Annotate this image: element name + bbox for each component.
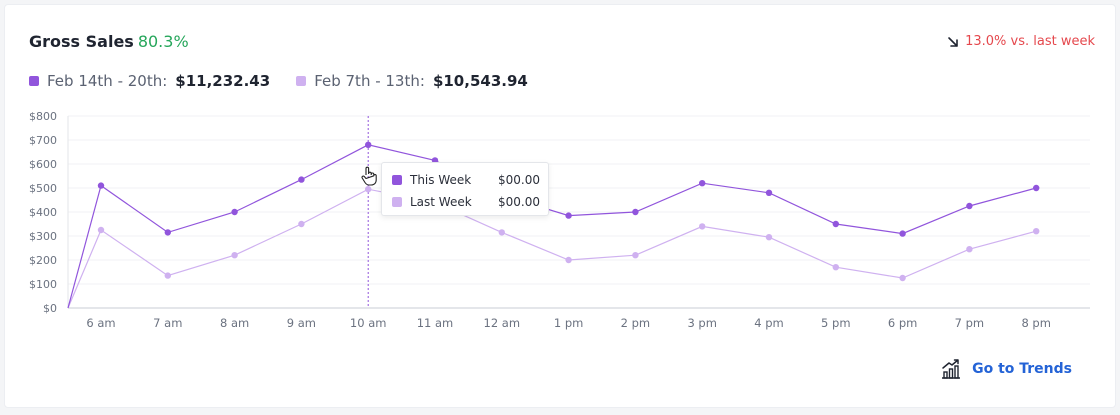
arrow-down-right-icon	[948, 36, 958, 47]
tooltip-row-this-week: This Week $00.00	[392, 169, 540, 191]
data-point	[298, 220, 305, 228]
data-point	[1033, 228, 1040, 235]
y-tick-label: $700	[29, 134, 57, 147]
data-point	[765, 189, 773, 196]
legend-value-this-week: $11,232.43	[175, 72, 271, 90]
legend: Feb 14th - 20th: $11,232.43 Feb 7th - 13…	[29, 72, 528, 90]
data-point	[565, 212, 572, 219]
data-point	[498, 229, 505, 236]
title-text: Gross Sales	[29, 32, 134, 51]
weekly-change-indicator: 13.0% vs. last week	[947, 34, 1095, 49]
data-point	[899, 230, 906, 237]
tooltip-label-this-week: This Week	[410, 173, 472, 187]
data-point	[899, 274, 906, 282]
x-tick-label: 2 pm	[621, 316, 650, 330]
tooltip-value-this-week: $00.00	[498, 173, 540, 187]
y-tick-label: $800	[29, 110, 57, 123]
data-point	[164, 272, 171, 279]
legend-label-this-week: Feb 14th - 20th:	[47, 72, 168, 90]
legend-item-last-week: Feb 7th - 13th: $10,543.94	[296, 72, 528, 90]
y-tick-label: $300	[29, 230, 57, 243]
x-tick-label: 7 am	[153, 316, 182, 330]
tooltip-row-last-week: Last Week $00.00	[392, 191, 540, 213]
tooltip-label-last-week: Last Week	[410, 195, 472, 209]
data-point	[632, 252, 639, 259]
data-point	[565, 256, 572, 264]
data-point	[298, 176, 305, 183]
legend-label-last-week: Feb 7th - 13th:	[314, 72, 425, 90]
legend-swatch-this-week	[29, 76, 39, 86]
y-tick-label: $100	[29, 278, 57, 291]
data-point	[365, 141, 372, 148]
legend-swatch-last-week	[296, 76, 307, 86]
x-tick-label: 12 am	[484, 316, 521, 330]
go-to-trends-link[interactable]: Go to Trends	[940, 358, 1072, 380]
data-point	[966, 202, 973, 210]
tooltip-value-last-week: $00.00	[498, 195, 540, 209]
x-tick-label: 10 am	[350, 316, 387, 330]
x-tick-label: 6 pm	[888, 316, 917, 330]
hand-cursor-icon	[361, 166, 377, 186]
y-tick-label: $600	[29, 158, 57, 171]
data-point	[632, 208, 639, 216]
series-line	[67, 188, 1037, 309]
gross-sales-line-chart[interactable]: $0 $100 $200 $300 $400 $500 $600 $700 $800 6 am 7 …	[0, 100, 1120, 340]
y-tick-label: $200	[29, 254, 57, 267]
data-point	[231, 208, 238, 216]
x-tick-label: 6 am	[86, 316, 115, 330]
change-text: 13.0% vs. last week	[965, 34, 1095, 49]
gross-sales-card: Gross Sales 80.3% 13.0% vs. last week Feb…	[4, 4, 1116, 408]
data-point	[164, 229, 171, 236]
y-tick-label: $400	[29, 206, 57, 219]
chart-tooltip: This Week $00.00 Last Week $00.00	[381, 162, 549, 216]
tooltip-swatch-this-week	[392, 175, 402, 185]
data-point	[699, 223, 706, 230]
legend-value-last-week: $10,543.94	[432, 72, 528, 90]
data-point	[699, 180, 706, 187]
data-point	[97, 182, 105, 189]
x-tick-label: 9 am	[287, 316, 316, 330]
data-point	[1033, 184, 1040, 192]
x-tick-label: 5 pm	[821, 316, 850, 330]
data-point	[832, 264, 839, 271]
card-title: Gross Sales 80.3%	[29, 32, 189, 51]
x-tick-label: 3 pm	[687, 316, 716, 330]
x-tick-label: 7 pm	[955, 316, 984, 330]
x-tick-label: 4 pm	[754, 316, 783, 330]
x-tick-label: 1 pm	[554, 316, 583, 330]
data-point	[231, 252, 238, 259]
go-to-trends-label: Go to Trends	[972, 361, 1072, 377]
x-tick-label: 8 pm	[1021, 316, 1050, 330]
tooltip-swatch-last-week	[392, 197, 402, 207]
data-point	[832, 220, 839, 228]
data-point	[765, 234, 773, 241]
data-point	[966, 246, 973, 253]
x-tick-label: 11 am	[417, 316, 454, 330]
trends-chart-icon	[942, 359, 961, 379]
y-tick-label: $0	[43, 302, 57, 315]
title-percent: 80.3%	[137, 32, 189, 51]
data-point	[97, 226, 105, 234]
data-point	[365, 186, 372, 193]
x-tick-label: 8 am	[220, 316, 249, 330]
y-tick-label: $500	[29, 182, 57, 195]
legend-item-this-week: Feb 14th - 20th: $11,232.43	[29, 72, 270, 90]
